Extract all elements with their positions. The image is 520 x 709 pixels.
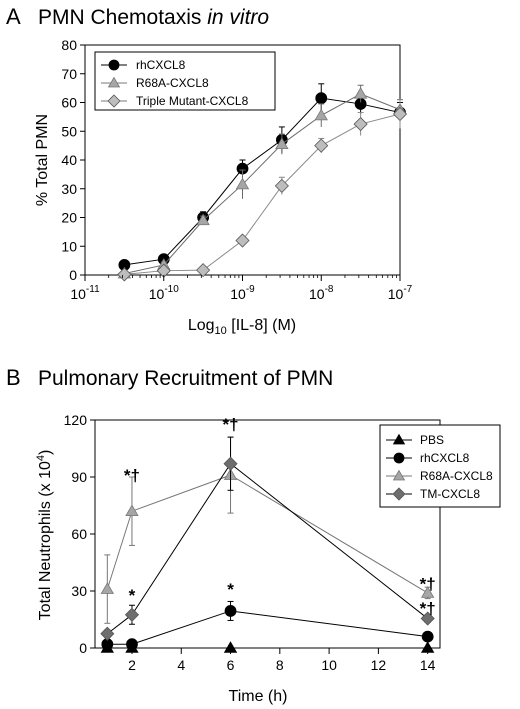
panel-a-point	[314, 108, 328, 121]
panel-a-title: PMN Chemotaxis in vitro	[38, 6, 269, 29]
panel-a: A PMN Chemotaxis in vitro 0 10 20 30 40 50 60 7…	[6, 4, 413, 337]
panel-a-ytick-label: 40	[61, 152, 77, 168]
panel-a-legend-marker	[107, 76, 121, 88]
panel-a-point	[314, 138, 329, 153]
panel-b-xlabel: Time (h)	[229, 688, 288, 705]
panel-b-legend-marker	[392, 469, 406, 481]
panel-a-ytick-label: 10	[61, 238, 77, 254]
panel-b: B Pulmonary Recruitment of PMN *† * *† * *† *…	[6, 365, 501, 705]
panel-a-series-line	[124, 93, 401, 275]
panel-b-xtick-label: 2	[128, 657, 136, 673]
panel-b-legend-label: rhCXCL8	[420, 451, 470, 465]
panel-a-point	[196, 263, 211, 278]
panel-b-point	[421, 630, 434, 643]
panel-b-annotation: *†	[420, 599, 436, 618]
panel-a-ytick-label: 0	[69, 267, 77, 283]
panel-a-legend-label: R68A-CXCL8	[136, 76, 209, 90]
panel-a-ticks: 0 10 20 30 40 50 60 70 80 10-11 10-10 10-9 10-8 10-7	[61, 37, 412, 302]
panel-b-ytick-label: 90	[71, 469, 87, 485]
panel-a-legend-marker	[107, 94, 121, 108]
panel-a-xtick-label: 10-10	[149, 284, 179, 302]
panel-a-ytick-label: 70	[61, 66, 77, 82]
panel-a-point	[392, 106, 408, 122]
panel-a-ylabel: % Total PMN	[34, 114, 51, 206]
panel-b-legend-marker	[393, 452, 405, 464]
panel-a-point	[315, 92, 328, 105]
panel-b-point	[100, 582, 115, 594]
panel-a-legend: rhCXCL8 R68A-CXCL8 Triple Mutant-CXCL8	[94, 51, 276, 111]
panel-b-letter: B	[6, 365, 21, 390]
panel-a-legend-label: Triple Mutant-CXCL8	[136, 94, 249, 108]
panel-a-ytick-label: 30	[61, 181, 77, 197]
panel-a-ytick-label: 20	[61, 210, 77, 226]
panel-b-xtick-label: 6	[227, 657, 235, 673]
panel-a-point	[353, 116, 368, 132]
panel-b-point	[223, 456, 238, 471]
panel-b-point	[224, 605, 237, 617]
panel-a-point	[353, 87, 368, 99]
panel-b-legend: PBS rhCXCL8 R68A-CXCL8 TM-CXCL8	[379, 424, 501, 508]
panel-b-series-line	[106, 474, 428, 594]
panel-b-annotation: *	[129, 586, 136, 605]
panel-a-ytick-label: 50	[61, 123, 77, 139]
panel-a-xtick-label: 10-8	[309, 284, 334, 302]
panel-a-xlabel: Log10 [IL-8] (M)	[188, 317, 296, 337]
panel-b-legend-marker	[392, 487, 406, 501]
panel-b-annotation: *†	[124, 466, 140, 485]
panel-b-annotation: *	[227, 580, 234, 599]
panel-a-legend-label: rhCXCL8	[136, 58, 186, 72]
panel-b-point	[420, 586, 435, 598]
panel-b-point	[420, 611, 435, 626]
panel-a-plot	[84, 44, 408, 282]
panel-b-legend-label: R68A-CXCL8	[420, 469, 493, 483]
panel-a-point	[117, 267, 132, 282]
panel-b-ytick-label: 120	[64, 412, 88, 428]
panel-a-xtick-label: 10-9	[230, 284, 255, 302]
panel-a-letter: A	[6, 4, 21, 29]
panel-b-point	[125, 504, 139, 516]
panel-b-xtick-label: 4	[177, 657, 185, 673]
panel-b-legend-label: TM-CXCL8	[420, 487, 480, 501]
panel-a-xtick-label: 10-7	[388, 284, 413, 302]
panel-b-series-line	[107, 610, 428, 645]
panel-b-xtick-label: 10	[321, 657, 337, 673]
panel-b-ytick-label: 30	[71, 583, 87, 599]
panel-a-ytick-label: 60	[61, 95, 77, 111]
panel-b-series-line	[107, 462, 428, 635]
panel-b-xtick-label: 8	[276, 657, 284, 673]
panel-a-point	[275, 137, 289, 149]
panel-a-point	[235, 177, 250, 190]
panel-a-series-line	[124, 97, 401, 266]
panel-b-ticks: 0 30 60 90 120 2 4 6 8 10 12 14	[64, 412, 436, 673]
panel-b-ytick-label: 0	[79, 640, 87, 656]
panel-b-title: Pulmonary Recruitment of PMN	[38, 367, 333, 390]
panel-a-point	[274, 178, 289, 193]
panel-a-point	[196, 213, 210, 226]
panel-b-xtick-label: 14	[420, 657, 436, 673]
panel-a-legend-box	[94, 51, 276, 111]
panel-b-ylabel: Total Neutrophils (x 104)	[35, 450, 54, 621]
panel-a-xtick-label: 10-11	[70, 284, 100, 302]
panel-a-series-line	[124, 113, 401, 275]
panel-a-ytick-label: 80	[61, 37, 77, 53]
panel-b-annotation: *†	[222, 415, 238, 434]
panel-b-ytick-label: 60	[71, 526, 87, 542]
panel-a-point	[235, 233, 250, 248]
panel-b-annotation: *†	[420, 574, 436, 593]
panel-b-xtick-label: 12	[371, 657, 387, 673]
panel-b-legend-marker	[392, 433, 406, 445]
panel-b-point	[100, 626, 115, 641]
panel-b-legend-label: PBS	[420, 433, 444, 447]
panel-b-point	[124, 607, 140, 622]
panel-a-legend-marker	[108, 59, 120, 71]
